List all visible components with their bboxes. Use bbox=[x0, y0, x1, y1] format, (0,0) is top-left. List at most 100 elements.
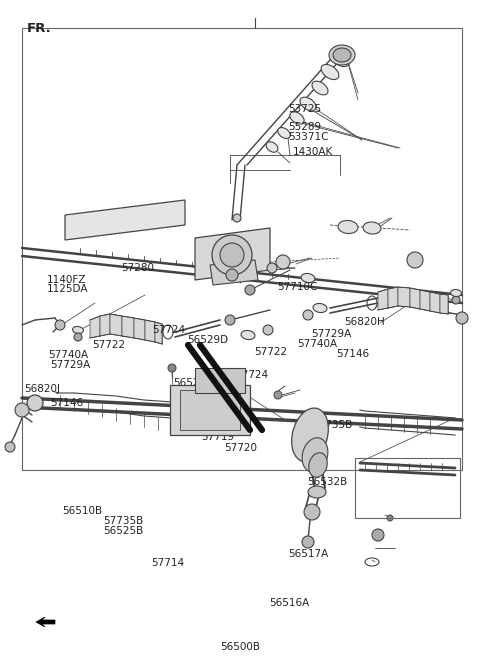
Circle shape bbox=[55, 320, 65, 330]
Ellipse shape bbox=[321, 64, 339, 80]
Polygon shape bbox=[195, 228, 270, 280]
Ellipse shape bbox=[330, 50, 350, 66]
Text: 57725A: 57725A bbox=[199, 239, 240, 248]
Ellipse shape bbox=[72, 326, 84, 334]
Circle shape bbox=[226, 269, 238, 281]
Text: 56529D: 56529D bbox=[187, 335, 228, 344]
Circle shape bbox=[74, 333, 82, 341]
Circle shape bbox=[304, 504, 320, 520]
Ellipse shape bbox=[338, 220, 358, 234]
Text: 57714: 57714 bbox=[151, 558, 184, 567]
Text: 1140FZ: 1140FZ bbox=[47, 275, 86, 285]
Text: 56517A: 56517A bbox=[288, 549, 328, 559]
Ellipse shape bbox=[241, 330, 255, 340]
Polygon shape bbox=[430, 292, 440, 313]
Text: 57724: 57724 bbox=[235, 371, 268, 380]
Text: 1125DA: 1125DA bbox=[47, 285, 88, 294]
Text: 56510B: 56510B bbox=[62, 506, 103, 515]
Text: 56525B: 56525B bbox=[103, 527, 144, 536]
Circle shape bbox=[15, 403, 29, 417]
Text: 57735B: 57735B bbox=[103, 517, 144, 526]
Circle shape bbox=[267, 263, 277, 273]
Circle shape bbox=[407, 252, 423, 268]
Text: 56532B: 56532B bbox=[307, 478, 348, 487]
Text: 56529D: 56529D bbox=[173, 379, 214, 388]
Circle shape bbox=[303, 310, 313, 320]
Text: 56820H: 56820H bbox=[345, 317, 385, 326]
Circle shape bbox=[302, 536, 314, 548]
Polygon shape bbox=[388, 287, 398, 308]
Circle shape bbox=[168, 364, 176, 372]
Ellipse shape bbox=[333, 48, 351, 62]
Ellipse shape bbox=[313, 304, 327, 313]
Ellipse shape bbox=[329, 45, 355, 65]
Circle shape bbox=[372, 529, 384, 541]
Text: FR.: FR. bbox=[26, 21, 51, 35]
Text: 57722: 57722 bbox=[92, 340, 125, 350]
Circle shape bbox=[263, 325, 273, 335]
Ellipse shape bbox=[266, 142, 278, 152]
Polygon shape bbox=[155, 322, 162, 344]
Text: 57722: 57722 bbox=[254, 347, 288, 356]
Circle shape bbox=[452, 296, 460, 304]
Circle shape bbox=[245, 285, 255, 295]
Bar bbox=[195, 368, 245, 393]
Circle shape bbox=[456, 312, 468, 324]
Circle shape bbox=[27, 395, 43, 411]
Bar bbox=[180, 390, 240, 430]
Text: 57280: 57280 bbox=[121, 263, 154, 273]
Circle shape bbox=[387, 515, 393, 521]
Text: 57740A: 57740A bbox=[298, 339, 338, 348]
Text: 57719: 57719 bbox=[202, 432, 235, 442]
Text: 57710C: 57710C bbox=[277, 282, 318, 291]
Text: 1430AK: 1430AK bbox=[293, 147, 333, 157]
Polygon shape bbox=[378, 289, 388, 310]
Text: 57724: 57724 bbox=[153, 325, 186, 334]
Ellipse shape bbox=[302, 438, 328, 472]
Ellipse shape bbox=[363, 222, 381, 234]
Polygon shape bbox=[110, 314, 122, 336]
Polygon shape bbox=[100, 314, 110, 336]
Bar bbox=[170, 385, 250, 435]
Circle shape bbox=[233, 214, 241, 222]
Text: 55289: 55289 bbox=[288, 123, 321, 132]
Ellipse shape bbox=[309, 453, 327, 477]
Circle shape bbox=[220, 243, 244, 267]
Text: 57740A: 57740A bbox=[48, 350, 88, 360]
Ellipse shape bbox=[308, 486, 326, 498]
Polygon shape bbox=[122, 316, 134, 338]
Circle shape bbox=[225, 315, 235, 325]
Text: 56500B: 56500B bbox=[220, 642, 260, 651]
Text: 56820J: 56820J bbox=[24, 384, 60, 393]
Polygon shape bbox=[134, 318, 145, 340]
Text: 53371C: 53371C bbox=[288, 133, 328, 142]
Ellipse shape bbox=[312, 81, 328, 95]
Polygon shape bbox=[90, 316, 100, 338]
Ellipse shape bbox=[278, 127, 290, 139]
Polygon shape bbox=[410, 288, 420, 309]
Polygon shape bbox=[420, 290, 430, 311]
Ellipse shape bbox=[290, 112, 304, 124]
Circle shape bbox=[217, 372, 223, 378]
Text: 57146: 57146 bbox=[50, 399, 84, 408]
Text: 57729A: 57729A bbox=[50, 360, 91, 370]
Ellipse shape bbox=[292, 408, 328, 462]
Text: 57735B: 57735B bbox=[312, 421, 352, 430]
Circle shape bbox=[276, 255, 290, 269]
Ellipse shape bbox=[301, 273, 315, 283]
Polygon shape bbox=[398, 287, 410, 307]
Circle shape bbox=[212, 235, 252, 275]
Text: 56516A: 56516A bbox=[269, 598, 309, 608]
Polygon shape bbox=[440, 294, 448, 314]
Ellipse shape bbox=[451, 289, 461, 297]
Ellipse shape bbox=[300, 97, 316, 111]
Circle shape bbox=[274, 391, 282, 399]
Circle shape bbox=[5, 442, 15, 452]
Text: 53725: 53725 bbox=[288, 105, 321, 114]
Bar bbox=[22, 28, 462, 470]
Polygon shape bbox=[36, 617, 55, 627]
Text: 57729A: 57729A bbox=[311, 329, 351, 338]
Polygon shape bbox=[145, 320, 155, 342]
Polygon shape bbox=[210, 260, 258, 285]
Polygon shape bbox=[65, 200, 185, 240]
